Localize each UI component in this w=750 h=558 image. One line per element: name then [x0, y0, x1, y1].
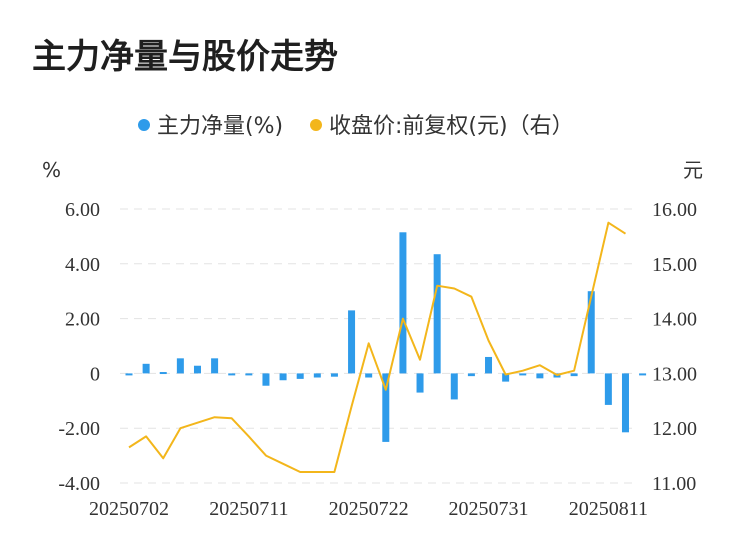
- legend-marker-net-volume: [138, 119, 150, 131]
- right-axis-unit: 元: [683, 158, 703, 182]
- net-volume-bar: [159, 372, 167, 375]
- legend-marker-close-price: [310, 119, 322, 131]
- net-volume-bar: [467, 373, 475, 377]
- left-tick-label: -4.00: [58, 473, 100, 495]
- left-tick-label: 2.00: [65, 309, 100, 331]
- net-volume-bar: [279, 373, 287, 381]
- left-tick-label: 6.00: [65, 199, 100, 221]
- x-tick-label: 20250711: [209, 498, 288, 520]
- legend: 主力净量(%) 收盘价:前复权(元)（右）: [138, 114, 574, 139]
- chart-title: 主力净量与股价走势: [32, 37, 338, 77]
- right-tick-label: 14.00: [652, 309, 697, 331]
- net-volume-bar: [536, 373, 544, 379]
- net-volume-bar: [245, 373, 253, 376]
- net-volume-bar: [639, 373, 647, 376]
- net-volume-bar: [604, 373, 612, 405]
- net-volume-bar: [621, 373, 629, 433]
- net-volume-bar: [348, 310, 356, 374]
- x-tick-label: 20250722: [329, 498, 409, 520]
- net-volume-bar: [142, 363, 150, 374]
- left-tick-label: 4.00: [65, 254, 100, 276]
- net-volume-bar: [330, 373, 338, 377]
- net-volume-bar: [125, 373, 133, 376]
- right-axis-ticks: 16.00 15.00 14.00 13.00 12.00 11.00: [652, 199, 697, 495]
- right-tick-label: 12.00: [652, 418, 697, 440]
- net-volume-bar: [416, 373, 424, 393]
- net-volume-bar: [313, 373, 321, 378]
- left-axis-ticks: 6.00 4.00 2.00 0 -2.00 -4.00: [58, 199, 100, 495]
- left-axis-unit: %: [42, 158, 61, 182]
- net-volume-bar: [193, 365, 201, 374]
- right-tick-label: 11.00: [652, 473, 696, 495]
- net-volume-bar: [587, 291, 595, 374]
- net-volume-bar: [228, 373, 236, 376]
- legend-label-close-price: 收盘价:前复权(元)（右）: [329, 114, 574, 139]
- net-volume-bar: [485, 356, 493, 374]
- legend-label-net-volume: 主力净量(%): [157, 114, 283, 139]
- net-volume-bar: [570, 373, 578, 377]
- net-volume-bar: [262, 373, 270, 386]
- right-tick-label: 16.00: [652, 199, 697, 221]
- net-volume-bar: [450, 373, 458, 400]
- gridlines: [120, 208, 632, 484]
- left-tick-label: 0: [90, 363, 100, 385]
- net-volume-bar: [365, 373, 373, 378]
- x-axis-ticks: 20250702 20250711 20250722 20250731 20250811: [89, 498, 648, 520]
- close-price-line: [128, 221, 627, 473]
- net-volume-bar: [211, 358, 219, 374]
- net-volume-bar: [433, 254, 441, 374]
- x-tick-label: 20250731: [449, 498, 529, 520]
- net-volume-bar: [399, 232, 407, 374]
- net-volume-bar: [296, 373, 304, 379]
- net-volume-bar: [176, 358, 184, 374]
- left-tick-label: -2.00: [58, 418, 100, 440]
- net-volume-bars: [125, 232, 647, 442]
- net-volume-bar: [382, 373, 390, 442]
- net-volume-bar: [502, 373, 510, 382]
- right-tick-label: 15.00: [652, 254, 697, 276]
- x-tick-label: 20250702: [89, 498, 169, 520]
- net-volume-bar: [519, 373, 527, 376]
- right-tick-label: 13.00: [652, 363, 697, 385]
- x-tick-label: 20250811: [569, 498, 648, 520]
- close-price-line-group: [128, 221, 627, 473]
